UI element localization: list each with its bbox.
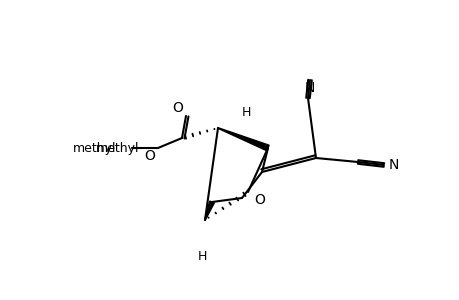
Text: N: N bbox=[388, 158, 398, 172]
Text: methyl: methyl bbox=[96, 142, 140, 154]
Text: H: H bbox=[241, 106, 250, 118]
Text: O: O bbox=[172, 101, 183, 115]
Polygon shape bbox=[204, 201, 214, 220]
Text: O: O bbox=[144, 149, 155, 163]
Text: O: O bbox=[254, 193, 265, 207]
Text: methyl: methyl bbox=[73, 142, 116, 154]
Polygon shape bbox=[218, 128, 269, 151]
Text: N: N bbox=[304, 81, 314, 95]
Text: H: H bbox=[197, 250, 206, 262]
